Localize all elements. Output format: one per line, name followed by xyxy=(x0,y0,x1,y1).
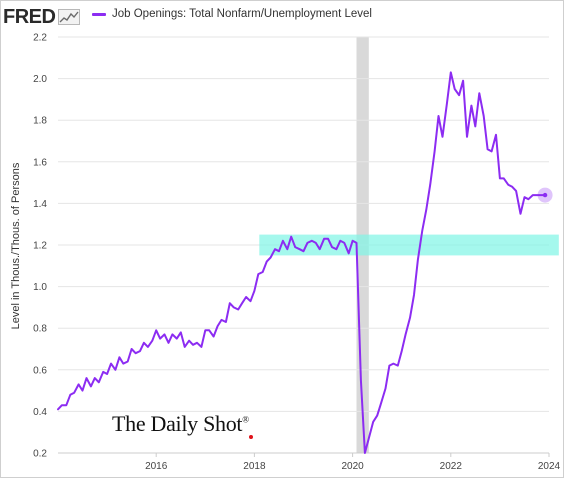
fred-logo[interactable]: FRED xyxy=(3,5,56,28)
chart-legend: Job Openings: Total Nonfarm/Unemployment… xyxy=(92,8,372,20)
x-tick-label: 2020 xyxy=(341,461,364,472)
y-tick-label: 1.6 xyxy=(33,157,47,168)
y-tick-label: 1.0 xyxy=(33,282,47,293)
y-tick-label: 1.2 xyxy=(33,241,47,252)
sparkline-chart-icon xyxy=(58,9,81,25)
legend-label: Job Openings: Total Nonfarm/Unemployment… xyxy=(112,8,372,20)
y-tick-label: 0.6 xyxy=(33,365,47,376)
x-tick-label: 2024 xyxy=(538,461,561,472)
fred-header: FRED xyxy=(3,5,81,29)
highlight-band xyxy=(259,234,559,256)
x-tick-label: 2022 xyxy=(440,461,463,472)
y-tick-label: 0.8 xyxy=(33,324,47,335)
y-tick-label: 0.2 xyxy=(33,449,47,460)
y-tick-label: 2.2 xyxy=(33,33,47,44)
legend-swatch xyxy=(92,12,106,16)
daily-shot-watermark: The Daily Shot® xyxy=(112,411,253,439)
x-tick-label: 2018 xyxy=(243,461,266,472)
y-tick-label: 0.4 xyxy=(33,407,47,418)
registered-mark: ® xyxy=(242,414,249,425)
x-tick-label: 2016 xyxy=(145,461,168,472)
watermark-red-dot xyxy=(249,435,253,439)
series-line xyxy=(57,71,547,454)
y-tick-label: 1.8 xyxy=(33,116,47,127)
y-tick-label: 2.0 xyxy=(33,74,47,85)
watermark-text: The Daily Shot xyxy=(112,411,243,436)
end-point-marker xyxy=(542,192,548,198)
y-tick-label: 1.4 xyxy=(33,199,47,210)
